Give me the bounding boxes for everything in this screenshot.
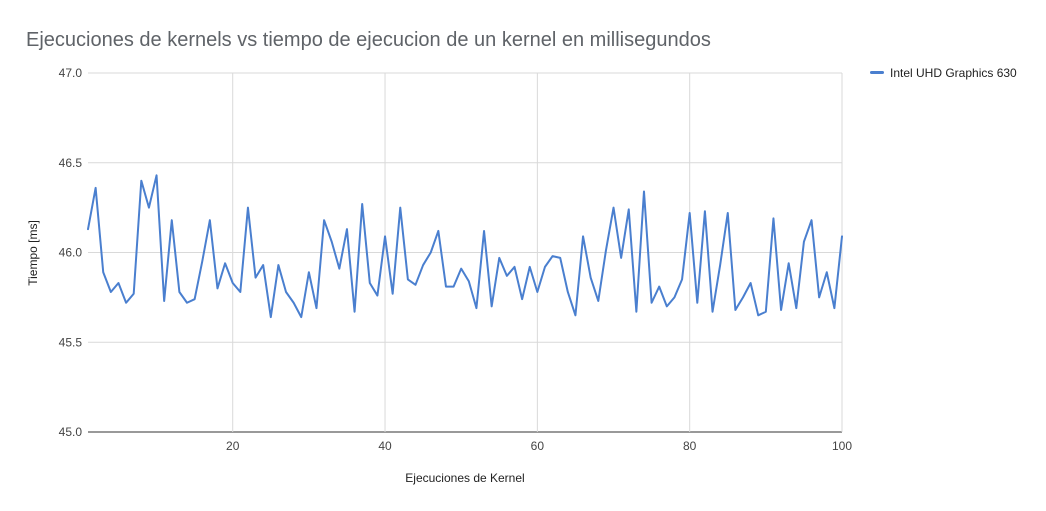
y-tick-label: 46.0	[59, 246, 83, 260]
series-line	[87, 174, 843, 319]
chart-title: Ejecuciones de kernels vs tiempo de ejec…	[26, 29, 711, 51]
legend: Intel UHD Graphics 630	[870, 66, 1017, 80]
legend-swatch	[870, 71, 884, 74]
y-axis-label: Tiempo [ms]	[26, 220, 40, 286]
y-axis-ticks: 45.0 45.5 46.0 46.5 47.0	[59, 66, 83, 439]
y-tick-label: 45.0	[59, 425, 83, 439]
y-tick-label: 46.5	[59, 156, 83, 170]
x-tick-label: 100	[832, 439, 852, 453]
y-tick-label: 47.0	[59, 66, 83, 80]
x-tick-label: 80	[683, 439, 697, 453]
x-tick-label: 40	[378, 439, 392, 453]
series-lines	[87, 174, 843, 319]
x-tick-label: 60	[531, 439, 545, 453]
x-axis-label: Ejecuciones de Kernel	[405, 471, 524, 485]
legend-label: Intel UHD Graphics 630	[890, 66, 1017, 80]
x-axis-ticks: 20 40 60 80 100	[226, 439, 852, 453]
x-tick-label: 20	[226, 439, 240, 453]
y-tick-label: 45.5	[59, 335, 83, 349]
